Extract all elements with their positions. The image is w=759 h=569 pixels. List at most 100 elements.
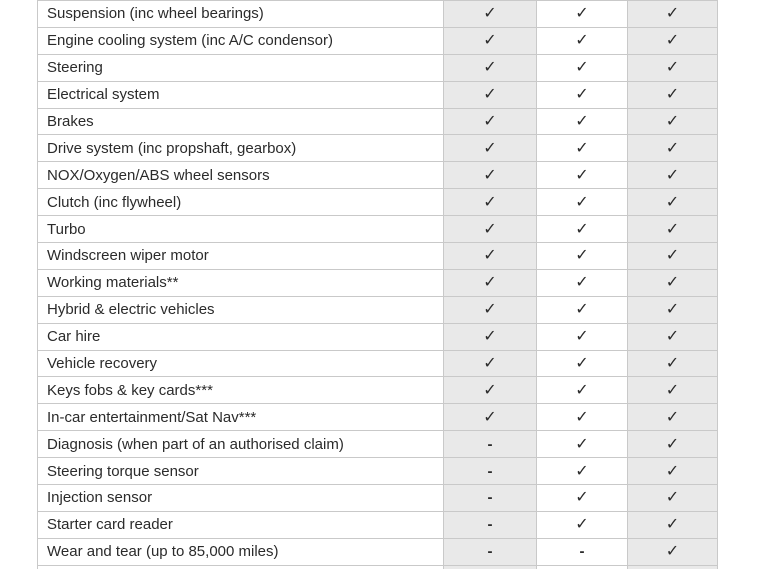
table-row: Drive system (inc propshaft, gearbox) ✓ ✓ ✓ bbox=[37, 134, 718, 163]
check-icon: ✓ bbox=[483, 57, 497, 77]
check-icon: ✓ bbox=[575, 353, 589, 373]
table-row: Electrical system ✓ ✓ ✓ bbox=[37, 80, 718, 109]
check-icon: ✓ bbox=[665, 3, 680, 23]
value-cell: ✓ bbox=[536, 53, 628, 82]
value-cell: ✓ bbox=[627, 215, 718, 244]
check-icon: ✓ bbox=[483, 137, 497, 157]
check-icon: ✓ bbox=[665, 487, 680, 507]
feature-label: Electrical system bbox=[37, 80, 444, 109]
value-cell: - bbox=[536, 537, 628, 566]
check-icon: ✓ bbox=[483, 111, 497, 130]
value-cell: ✓ bbox=[536, 26, 628, 55]
table-row: Clutch (inc flywheel) ✓ ✓ ✓ bbox=[37, 188, 718, 217]
check-icon: ✓ bbox=[575, 299, 589, 319]
value-cell: ✓ bbox=[443, 376, 537, 405]
table-row: Suspension (inc wheel bearings) ✓ ✓ ✓ bbox=[37, 0, 718, 28]
value-cell: ✓ bbox=[536, 322, 628, 351]
coverage-comparison-table: Suspension (inc wheel bearings) ✓ ✓ ✓ Engine… bbox=[37, 0, 718, 569]
check-icon: ✓ bbox=[483, 84, 497, 104]
check-icon: ✓ bbox=[575, 514, 589, 534]
value-cell: ✓ bbox=[627, 349, 718, 378]
check-icon: ✓ bbox=[665, 460, 680, 480]
dash-icon: - bbox=[487, 489, 493, 507]
dash-icon: - bbox=[487, 543, 493, 561]
table-row: Starter card reader - ✓ ✓ bbox=[37, 510, 718, 539]
table-row: Engine cooling system (inc A/C condensor… bbox=[37, 26, 718, 55]
value-cell: ✓ bbox=[443, 268, 537, 297]
value-cell bbox=[536, 564, 628, 569]
value-cell: ✓ bbox=[627, 134, 718, 163]
value-cell: ✓ bbox=[536, 403, 628, 432]
value-cell bbox=[627, 564, 718, 569]
value-cell: ✓ bbox=[627, 457, 718, 486]
value-cell: ✓ bbox=[536, 80, 628, 109]
value-cell: ✓ bbox=[627, 403, 718, 432]
table-row: NOX/Oxygen/ABS wheel sensors ✓ ✓ ✓ bbox=[37, 161, 718, 190]
table-row: Diagnosis (when part of an authorised cl… bbox=[37, 430, 718, 459]
value-cell: ✓ bbox=[536, 430, 628, 459]
value-cell: ✓ bbox=[536, 0, 628, 28]
dash-icon: - bbox=[487, 462, 493, 480]
value-cell: ✓ bbox=[627, 510, 718, 539]
value-cell: ✓ bbox=[536, 215, 628, 244]
check-icon: ✓ bbox=[665, 406, 680, 426]
value-cell: ✓ bbox=[443, 215, 537, 244]
value-cell: ✓ bbox=[627, 0, 718, 28]
feature-label: Hybrid & electric vehicles bbox=[37, 295, 444, 324]
check-icon: ✓ bbox=[665, 433, 680, 453]
value-cell: ✓ bbox=[536, 510, 628, 539]
check-icon: ✓ bbox=[483, 353, 497, 373]
feature-label: Engine cooling system (inc A/C condensor… bbox=[37, 26, 444, 55]
table-row: Vehicle recovery ✓ ✓ ✓ bbox=[37, 349, 718, 378]
check-icon: ✓ bbox=[483, 30, 497, 50]
value-cell: - bbox=[443, 430, 537, 459]
value-cell: ✓ bbox=[627, 295, 718, 324]
table-row: Injection sensor - ✓ ✓ bbox=[37, 484, 718, 512]
value-cell: ✓ bbox=[443, 80, 537, 109]
feature-label: Clutch (inc flywheel) bbox=[37, 188, 444, 217]
table-body: Suspension (inc wheel bearings) ✓ ✓ ✓ Engine… bbox=[37, 0, 718, 569]
check-icon: ✓ bbox=[575, 84, 589, 104]
check-icon: ✓ bbox=[575, 433, 589, 453]
check-icon: ✓ bbox=[665, 164, 680, 184]
check-icon: ✓ bbox=[483, 406, 497, 426]
check-icon: ✓ bbox=[575, 379, 589, 399]
value-cell: ✓ bbox=[627, 107, 718, 136]
value-cell: - bbox=[443, 457, 537, 486]
check-icon: ✓ bbox=[575, 3, 589, 23]
feature-label: Diagnosis (when part of an authorised cl… bbox=[37, 430, 444, 459]
dash-icon: - bbox=[487, 516, 493, 534]
dash-icon: - bbox=[579, 543, 585, 561]
check-icon: ✓ bbox=[575, 164, 589, 184]
check-icon: ✓ bbox=[483, 326, 497, 346]
check-icon: ✓ bbox=[483, 272, 497, 292]
feature-label: Vehicle recovery bbox=[37, 349, 444, 378]
check-icon: ✓ bbox=[665, 111, 680, 130]
value-cell: ✓ bbox=[627, 322, 718, 351]
feature-label: Keys fobs & key cards*** bbox=[37, 376, 444, 405]
feature-label: Wear and tear (up to 85,000 miles) bbox=[37, 537, 444, 566]
value-cell: ✓ bbox=[627, 376, 718, 405]
check-icon: ✓ bbox=[665, 379, 680, 399]
value-cell: ✓ bbox=[536, 107, 628, 136]
check-icon: ✓ bbox=[575, 218, 589, 238]
feature-label: Injection sensor bbox=[37, 484, 444, 512]
value-cell: ✓ bbox=[536, 188, 628, 217]
value-cell: ✓ bbox=[627, 484, 718, 512]
table-row: Brakes ✓ ✓ ✓ bbox=[37, 107, 718, 136]
value-cell: ✓ bbox=[536, 242, 628, 270]
value-cell: ✓ bbox=[536, 349, 628, 378]
value-cell: ✓ bbox=[627, 537, 718, 566]
table-row: Wear and tear (up to 85,000 miles) - - ✓ bbox=[37, 537, 718, 566]
value-cell: ✓ bbox=[536, 161, 628, 190]
check-icon: ✓ bbox=[483, 164, 497, 184]
table-row: Turbo ✓ ✓ ✓ bbox=[37, 215, 718, 244]
check-icon: ✓ bbox=[665, 191, 680, 211]
value-cell: ✓ bbox=[536, 134, 628, 163]
table-row: Hybrid & electric vehicles ✓ ✓ ✓ bbox=[37, 295, 718, 324]
check-icon: ✓ bbox=[665, 299, 680, 319]
check-icon: ✓ bbox=[483, 245, 497, 265]
check-icon: ✓ bbox=[665, 514, 680, 534]
feature-label bbox=[37, 564, 444, 569]
check-icon: ✓ bbox=[665, 272, 680, 292]
